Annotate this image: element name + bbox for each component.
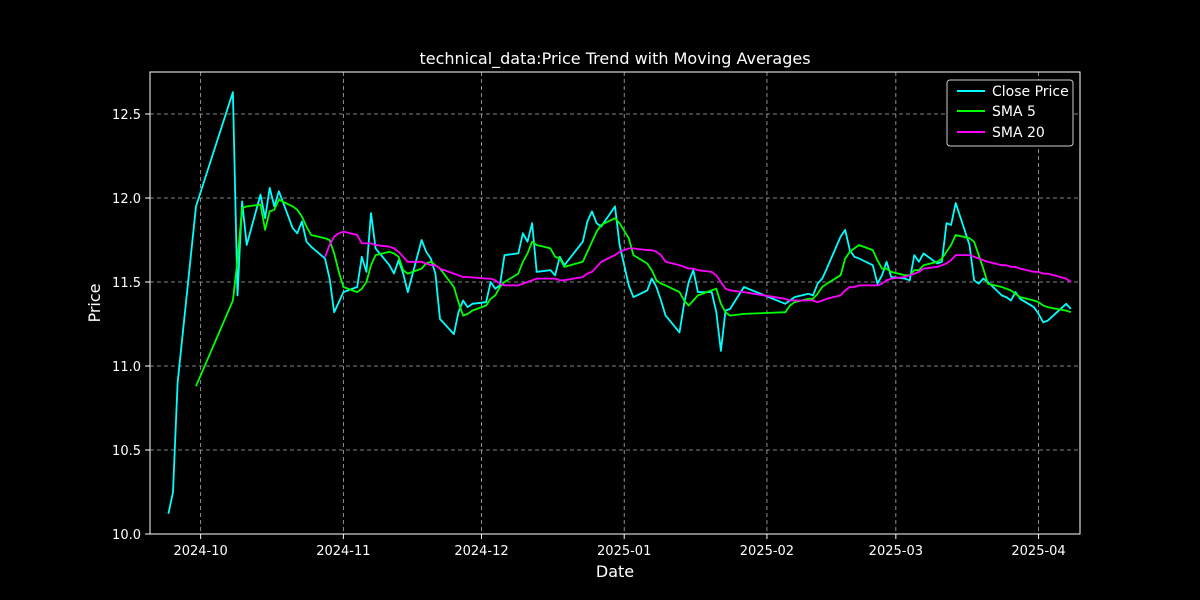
series-line-sma-5 xyxy=(195,198,1072,387)
legend-box xyxy=(946,79,1074,147)
x-tick-label: 2024-12 xyxy=(454,544,508,559)
x-tick-label: 2025-02 xyxy=(740,544,794,559)
legend-label-sma-20: SMA 20 xyxy=(992,125,1045,141)
y-tick-label: 12.0 xyxy=(112,192,141,207)
y-tick-label: 12.5 xyxy=(112,108,141,123)
x-tick-label: 2025-03 xyxy=(869,544,923,559)
legend-label-close-price: Close Price xyxy=(992,84,1069,100)
x-tick-label: 2024-11 xyxy=(316,544,370,559)
legend-label-sma-5: SMA 5 xyxy=(992,104,1036,120)
x-axis-title: Date xyxy=(596,562,634,581)
series-lines xyxy=(167,91,1072,514)
y-tick-label: 11.0 xyxy=(112,360,141,375)
y-tick-label: 10.5 xyxy=(112,444,141,459)
x-tick-label: 2025-04 xyxy=(1011,544,1065,559)
legend: Close Price SMA 5 SMA 20 xyxy=(946,79,1074,147)
y-axis-title: Price xyxy=(85,283,104,322)
series-line-sma-20 xyxy=(324,230,1072,304)
plot-area-frame xyxy=(149,71,1081,535)
series-line-close-price xyxy=(167,91,1072,514)
axis-ticks: 2024-10 2024-11 2024-12 2025-01 2025-02 2025-… xyxy=(112,108,1066,559)
y-tick-label: 11.5 xyxy=(112,276,141,291)
chart-title: technical_data:Price Trend with Moving A… xyxy=(419,49,810,69)
y-tick-label: 10.0 xyxy=(112,528,141,543)
x-tick-label: 2025-01 xyxy=(597,544,651,559)
x-tick-label: 2024-10 xyxy=(173,544,227,559)
